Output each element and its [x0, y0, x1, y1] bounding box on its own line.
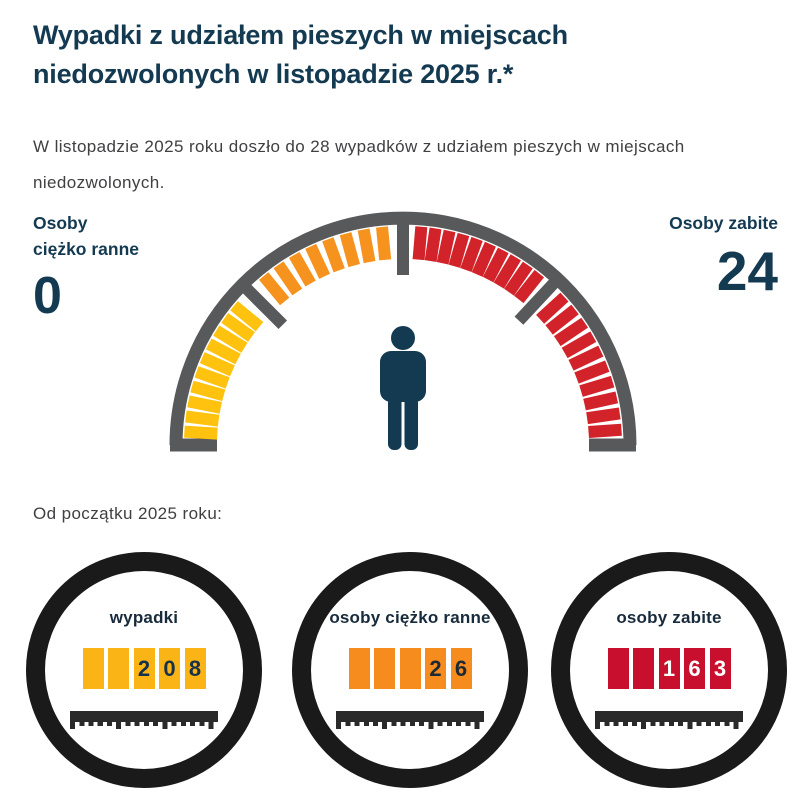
- stat-circle-ciezko-ranne: osoby ciężko ranne 2 6: [292, 552, 528, 788]
- digit-box: 2: [425, 648, 446, 689]
- right-stat: Osoby zabite 24: [669, 210, 778, 299]
- digit-box: [108, 648, 129, 689]
- stat-circle-label: osoby zabite: [616, 608, 722, 627]
- ruler-icon: [70, 711, 218, 729]
- page-title: Wypadki z udziałem pieszych w miejscach …: [33, 16, 778, 94]
- digit-box: 6: [450, 648, 472, 689]
- digit-box: [82, 648, 104, 689]
- gauge-chart: [169, 211, 637, 452]
- gauge-foot-right: [589, 438, 636, 452]
- page-title-line2: niedozwolonych w listopadzie 2025 r.*: [33, 59, 514, 89]
- stat-circle-wypadki: wypadki 2 0 8: [26, 552, 262, 788]
- ytd-heading: Od początku 2025 roku:: [33, 504, 223, 523]
- page-title-line1: Wypadki z udziałem pieszych w miejscach: [33, 20, 568, 50]
- digit-box: 2: [133, 648, 155, 689]
- digit-box: [374, 648, 395, 689]
- gauge-ticks: [184, 219, 622, 440]
- digit-boxes: 2 6: [311, 648, 509, 689]
- stat-circle-label: wypadki: [109, 608, 179, 627]
- digit-box: [399, 648, 421, 689]
- intro-text: W listopadzie 2025 roku doszło do 28 wyp…: [33, 137, 685, 192]
- pedestrian-icon: [380, 326, 426, 450]
- digit-boxes: 1 6 3: [570, 648, 768, 689]
- digit-box: [607, 648, 629, 689]
- left-stat-value: 0: [33, 267, 62, 325]
- digit-boxes: 2 0 8: [45, 648, 243, 689]
- left-stat-label: Osoby ciężko ranne: [33, 213, 140, 259]
- digit-box: 8: [184, 648, 206, 689]
- gauge-foot-left: [170, 438, 217, 452]
- right-stat-label: Osoby zabite: [669, 213, 778, 233]
- digit-box: 6: [684, 648, 705, 689]
- digit-box: 3: [709, 648, 731, 689]
- digit-box: 0: [159, 648, 180, 689]
- left-stat: Osoby ciężko ranne 0: [33, 210, 139, 322]
- digit-box: [348, 648, 370, 689]
- ruler-icon: [595, 711, 743, 729]
- right-stat-value: 24: [716, 240, 778, 302]
- stat-circle-label: osoby ciężko ranne: [329, 608, 491, 627]
- digit-box: 1: [658, 648, 680, 689]
- digit-box: [633, 648, 654, 689]
- gauge-arc: [169, 211, 637, 446]
- ruler-icon: [336, 711, 484, 729]
- stat-circle-zabici: osoby zabite 1 6 3: [551, 552, 787, 788]
